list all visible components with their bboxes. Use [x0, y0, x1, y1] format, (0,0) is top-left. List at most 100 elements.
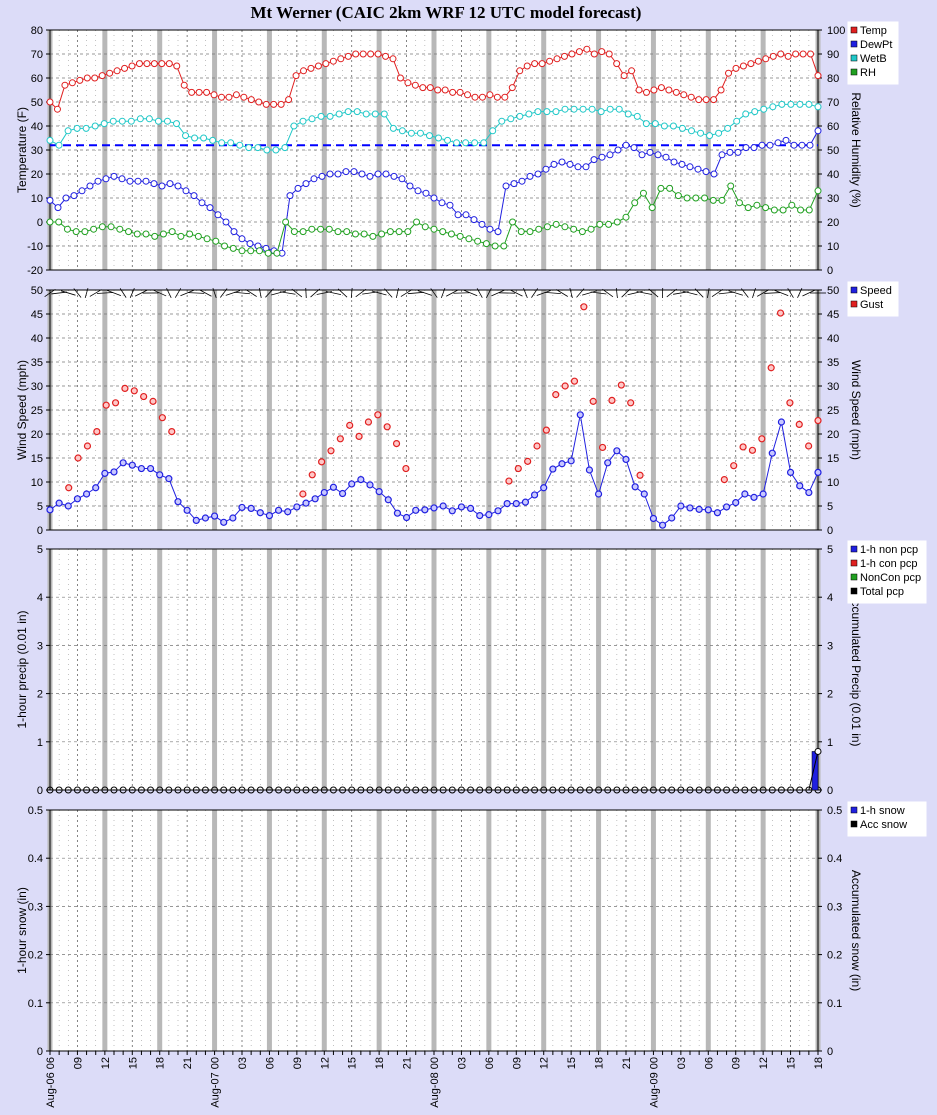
point-speed	[366, 481, 374, 489]
y2tick-label: 3	[827, 640, 833, 652]
ytick-label: 2	[37, 689, 43, 701]
point-wetb	[218, 139, 226, 147]
point-dewpt	[230, 228, 238, 236]
point-gust	[748, 446, 757, 454]
point-total-pcp	[147, 786, 155, 794]
wind-arrow	[486, 288, 492, 298]
point-rh	[229, 244, 237, 252]
point-wetb	[570, 105, 578, 113]
y2tick-label: 20	[827, 429, 839, 441]
y2tick-label: 30	[827, 381, 839, 393]
point-temp	[471, 93, 479, 101]
legend-label: Gust	[860, 299, 883, 311]
point-gust	[720, 476, 728, 484]
point-wetb	[453, 139, 461, 147]
wind-arrow	[199, 289, 212, 297]
hour-tick-label: 15	[127, 1057, 139, 1069]
ytick-label: 45	[31, 309, 43, 321]
point-gust	[93, 428, 101, 436]
point-rh	[797, 206, 805, 214]
point-speed	[549, 465, 557, 473]
point-temp	[91, 74, 99, 82]
point-gust	[542, 426, 550, 434]
point-gust	[608, 396, 616, 404]
point-total-pcp	[192, 786, 200, 794]
point-dewpt	[238, 235, 246, 243]
ytick-label: 20	[31, 169, 43, 181]
ytick-label: 25	[31, 405, 43, 417]
point-wetb	[552, 108, 560, 116]
ytick-label: -10	[27, 241, 43, 253]
point-dewpt	[246, 240, 254, 248]
ytick-label: 0	[37, 525, 43, 537]
point-temp	[307, 64, 315, 72]
point-speed	[759, 490, 767, 498]
y2tick-label: 0	[827, 785, 833, 797]
point-total-pcp	[384, 786, 392, 794]
point-temp	[158, 60, 166, 68]
point-dewpt	[502, 182, 510, 190]
point-total-pcp	[549, 786, 557, 794]
point-temp	[680, 91, 688, 99]
point-dewpt	[430, 194, 438, 202]
point-rh	[325, 225, 333, 233]
point-dewpt	[166, 180, 174, 188]
point-wetb	[362, 110, 370, 118]
wind-arrow	[279, 291, 296, 295]
point-wetb	[678, 124, 686, 132]
point-gust	[795, 420, 803, 428]
point-wetb	[462, 139, 470, 147]
point-speed	[439, 502, 447, 510]
legend-swatch	[850, 54, 858, 62]
wind-arrow	[476, 288, 483, 298]
point-temp	[754, 57, 762, 65]
point-rh	[290, 228, 298, 236]
point-total-pcp	[512, 786, 520, 794]
point-temp	[210, 91, 218, 99]
point-rh	[631, 199, 639, 207]
y2-axis-label: Relative Humidity (%)	[849, 92, 863, 207]
point-temp	[501, 93, 509, 101]
date-tick-label: Aug-09 00	[648, 1057, 660, 1108]
point-dewpt	[182, 187, 190, 195]
point-wetb	[254, 144, 262, 152]
point-gust	[598, 443, 607, 452]
point-rh	[55, 218, 63, 226]
wind-arrow	[174, 288, 182, 298]
point-speed	[329, 483, 338, 491]
point-gust	[299, 490, 307, 498]
wind-arrow	[602, 288, 614, 298]
point-total-pcp	[421, 786, 429, 794]
legend-label: Temp	[860, 25, 887, 37]
y2tick-label: 70	[827, 97, 839, 109]
point-speed	[192, 516, 200, 525]
point-dewpt	[550, 160, 558, 168]
point-rh	[63, 225, 71, 233]
point-total-pcp	[439, 786, 447, 794]
point-wetb	[100, 120, 108, 128]
point-wetb	[688, 127, 696, 135]
wind-arrow	[134, 289, 148, 297]
point-temp	[367, 50, 375, 58]
point-rh	[701, 194, 709, 202]
point-gust	[327, 447, 335, 455]
point-dewpt	[62, 194, 70, 202]
y2tick-label: 20	[827, 217, 839, 229]
point-rh	[613, 218, 621, 226]
point-total-pcp	[768, 786, 776, 794]
point-speed	[448, 507, 456, 515]
point-speed	[110, 468, 118, 476]
point-wetb	[317, 112, 325, 120]
point-gust	[65, 484, 73, 492]
point-wetb	[633, 112, 641, 120]
wind-arrow	[225, 290, 241, 296]
legend-label: Acc snow	[860, 819, 907, 831]
point-speed	[119, 459, 127, 467]
point-speed	[265, 511, 274, 520]
point-rh	[46, 218, 54, 226]
point-rh	[360, 230, 368, 238]
point-total-pcp	[128, 786, 136, 794]
point-total-pcp	[357, 786, 365, 794]
wind-arrow	[220, 288, 228, 298]
data-layer	[44, 287, 826, 529]
